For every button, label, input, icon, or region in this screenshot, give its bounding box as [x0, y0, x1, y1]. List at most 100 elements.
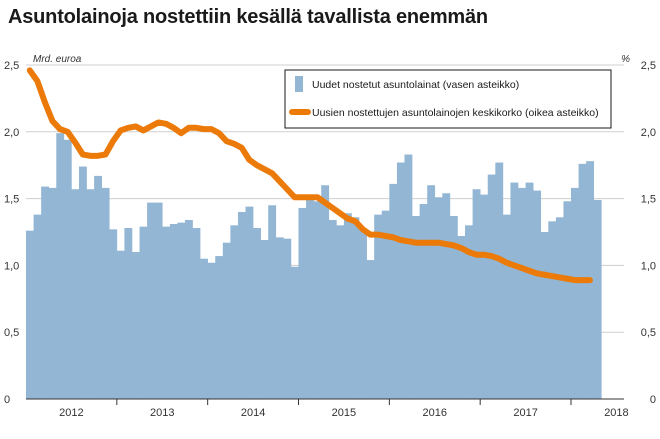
bar	[162, 226, 171, 399]
bar	[548, 221, 557, 399]
bar	[449, 215, 458, 399]
x-tick-label: 2012	[59, 407, 83, 419]
y-right-tick-label: 0,5	[641, 327, 656, 339]
right-axis-unit: %	[621, 54, 630, 65]
bar	[200, 258, 208, 399]
legend-bar-swatch	[295, 76, 303, 92]
bar	[571, 187, 579, 399]
x-tick-label: 2018	[604, 407, 628, 419]
bar	[139, 226, 148, 399]
bar	[487, 174, 496, 399]
bar	[184, 219, 193, 399]
bar	[124, 227, 133, 399]
bar	[343, 213, 352, 399]
bar	[351, 217, 360, 399]
bar	[427, 185, 436, 399]
bar	[71, 189, 80, 399]
bar	[434, 197, 443, 399]
bar	[540, 232, 549, 399]
bar	[525, 182, 534, 399]
y-left-tick-label: 1,0	[4, 260, 19, 272]
y-right-tick-label: 0	[650, 394, 656, 406]
bar	[404, 154, 413, 399]
bar	[465, 225, 473, 399]
bar	[495, 162, 504, 399]
bar	[321, 185, 330, 399]
x-tick-label: 2013	[150, 407, 174, 419]
bar	[26, 230, 34, 399]
bar	[147, 202, 155, 399]
bar	[412, 215, 420, 399]
bar	[374, 214, 383, 399]
legend-bar-label: Uudet nostetut asuntolainat (vasen astei…	[312, 79, 519, 91]
bar	[502, 214, 511, 399]
legend: Uudet nostetut asuntolainat (vasen astei…	[284, 69, 612, 129]
y-left-tick-label: 1,5	[4, 194, 19, 206]
bar	[283, 238, 292, 399]
legend-line-label: Uusien nostettujen asuntolainojen keskik…	[312, 107, 599, 119]
bar	[33, 214, 42, 399]
bar	[109, 229, 118, 399]
bar	[154, 202, 163, 399]
bar	[101, 187, 110, 399]
y-right-tick-label: 2,5	[641, 60, 656, 72]
bar	[563, 201, 572, 399]
bar	[207, 262, 216, 399]
bar	[230, 225, 239, 399]
bar	[313, 201, 322, 399]
bar	[222, 242, 231, 399]
bar	[94, 175, 102, 399]
bar	[593, 199, 602, 399]
y-left-tick-label: 2,0	[4, 127, 19, 139]
x-tick-label: 2017	[513, 407, 537, 419]
y-right-tick-label: 1,0	[641, 260, 656, 272]
bar	[442, 193, 451, 399]
bar	[177, 222, 186, 399]
bar	[260, 240, 269, 399]
rate-line	[26, 67, 593, 284]
bar	[381, 210, 390, 399]
bar	[396, 162, 405, 399]
bar	[131, 252, 140, 399]
y-left-tick-label: 2,5	[4, 60, 19, 72]
bar	[480, 194, 489, 399]
bar-series	[26, 133, 602, 400]
x-tick-label: 2015	[332, 407, 356, 419]
bar	[253, 227, 261, 399]
bar	[472, 189, 481, 399]
bar	[336, 225, 345, 399]
bar	[419, 203, 428, 399]
bar	[237, 211, 246, 399]
y-right-tick-label: 2,0	[641, 127, 656, 139]
bar	[359, 229, 367, 399]
line-series	[26, 67, 593, 284]
bar	[555, 217, 564, 399]
bar	[169, 223, 178, 399]
bar	[518, 187, 526, 399]
bar	[290, 266, 299, 399]
bar	[298, 207, 307, 399]
bar	[328, 219, 337, 399]
y-right-tick-label: 1,5	[641, 194, 656, 206]
bar	[56, 133, 65, 400]
legend-box	[284, 69, 612, 129]
x-tick-label: 2016	[423, 407, 447, 419]
bar	[268, 205, 277, 399]
bar	[366, 260, 375, 399]
y-left-tick-label: 0,5	[4, 327, 19, 339]
bar	[533, 190, 542, 399]
bar	[389, 183, 398, 399]
bar	[86, 189, 95, 399]
bar	[192, 227, 201, 399]
bar	[275, 237, 284, 399]
left-axis-unit: Mrd. euroa	[33, 54, 82, 65]
axes: 0 0 0,5 0,5 1,0 1,0 1,5 1,5 2,0 2,0 2,5 2,5 2012 2013…	[4, 60, 656, 419]
y-left-tick-label: 0	[4, 394, 10, 406]
bar	[510, 182, 519, 399]
bar	[63, 139, 72, 400]
bar	[245, 206, 254, 399]
bar	[78, 166, 87, 399]
bar	[457, 236, 466, 399]
bar	[306, 199, 314, 399]
